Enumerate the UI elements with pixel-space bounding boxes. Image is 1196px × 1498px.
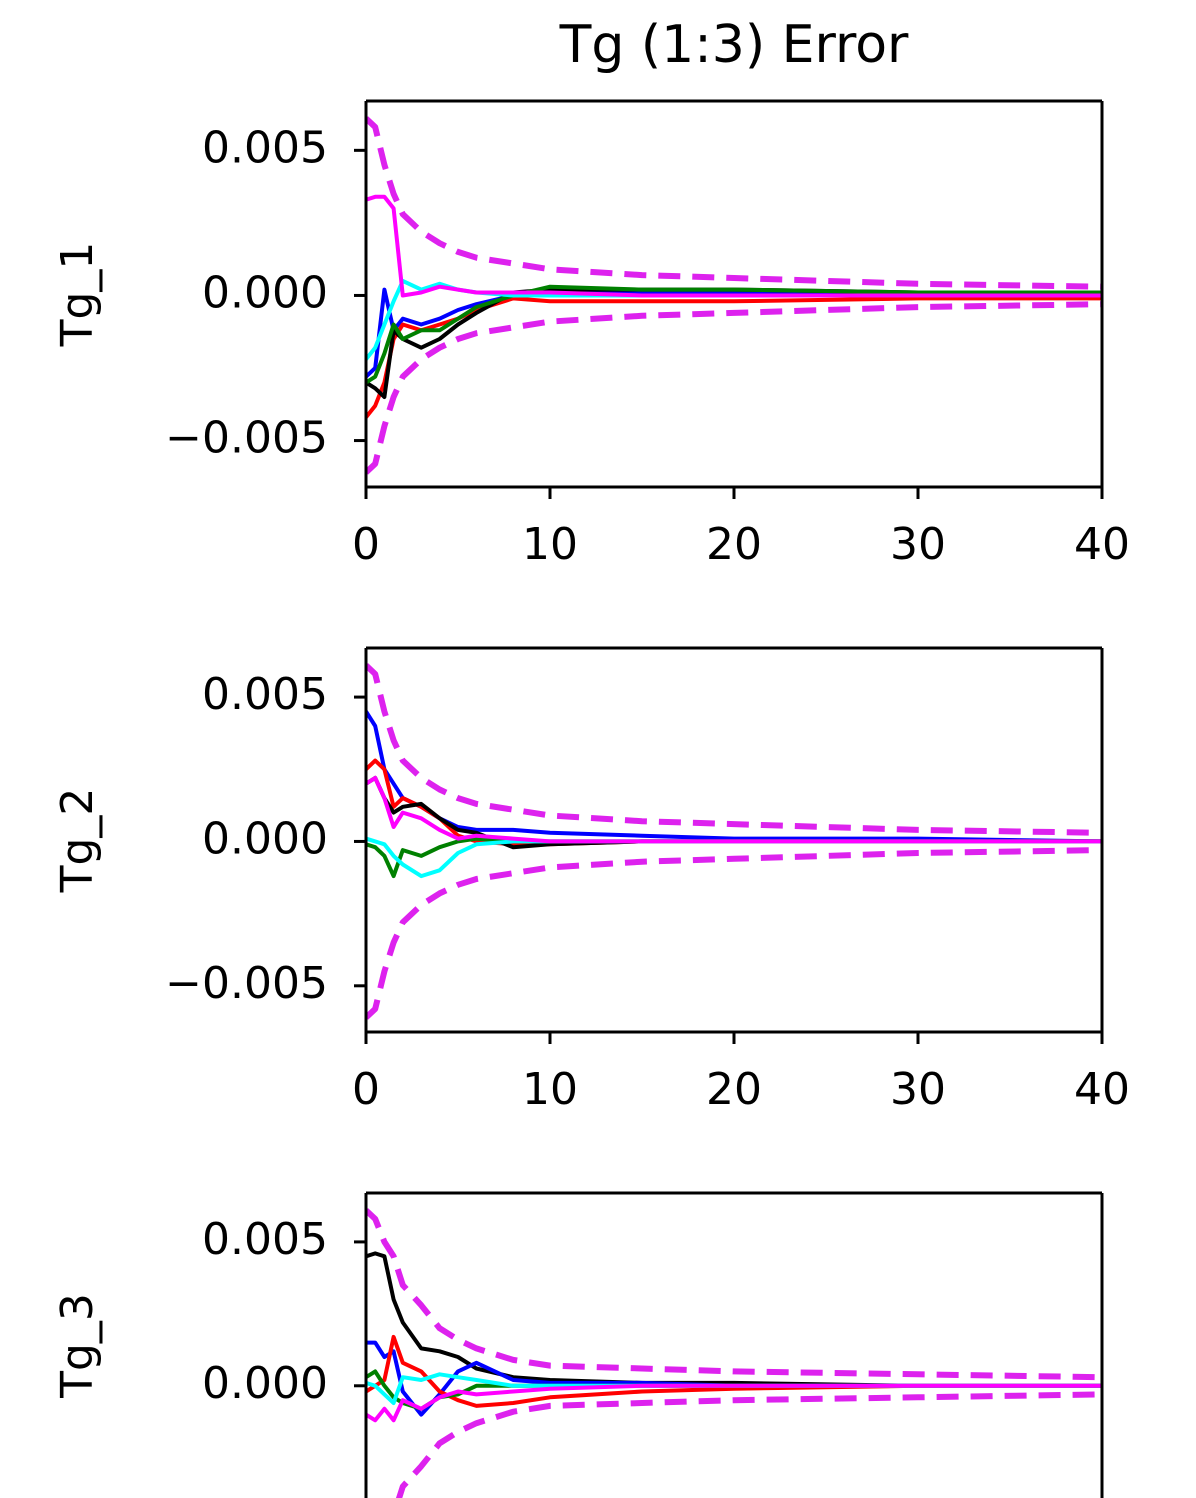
plot-area — [366, 1208, 1102, 1498]
y-axis-label: Tg_2 — [52, 788, 103, 894]
x-tick-label: 0 — [352, 519, 380, 570]
bound-line — [366, 1208, 1102, 1381]
y-tick-label: 0.005 — [202, 122, 328, 173]
x-tick-label: 30 — [890, 1064, 946, 1115]
y-tick-label: 0.000 — [202, 1358, 328, 1409]
plot-area — [366, 663, 1102, 1020]
bound-line — [366, 116, 1102, 290]
x-tick-label: 20 — [706, 1064, 762, 1115]
x-tick-label: 20 — [706, 519, 762, 570]
series-line — [366, 1334, 1102, 1408]
bound-line — [366, 847, 1102, 1020]
y-axis-label: Tg_1 — [52, 242, 103, 348]
series-line — [366, 775, 1102, 844]
x-tick-label: 10 — [522, 519, 578, 570]
bound-line — [366, 663, 1102, 836]
bound-line — [366, 301, 1102, 475]
y-axis-label: Tg_3 — [52, 1293, 103, 1399]
x-tick-label: 10 — [522, 1064, 578, 1115]
x-tick-label: 30 — [890, 519, 946, 570]
x-tick-label: 40 — [1074, 1064, 1130, 1115]
series-line — [366, 1383, 1102, 1423]
y-tick-label: 0.005 — [202, 669, 328, 720]
y-tick-label: −0.005 — [165, 958, 328, 1009]
y-tick-label: 0.005 — [202, 1214, 328, 1265]
series-line — [366, 284, 1102, 385]
series-line — [366, 287, 1102, 379]
series-line — [366, 296, 1102, 419]
y-tick-label: 0.000 — [202, 267, 328, 318]
x-tick-label: 0 — [352, 1064, 380, 1115]
y-tick-label: 0.000 — [202, 813, 328, 864]
y-tick-label: −0.005 — [165, 413, 328, 464]
chart-title: Tg (1:3) Error — [559, 15, 909, 75]
series-line — [366, 1251, 1102, 1388]
plot-area — [366, 116, 1102, 475]
series-line — [366, 194, 1102, 298]
x-tick-label: 40 — [1074, 519, 1130, 570]
bound-line — [395, 1391, 1102, 1498]
